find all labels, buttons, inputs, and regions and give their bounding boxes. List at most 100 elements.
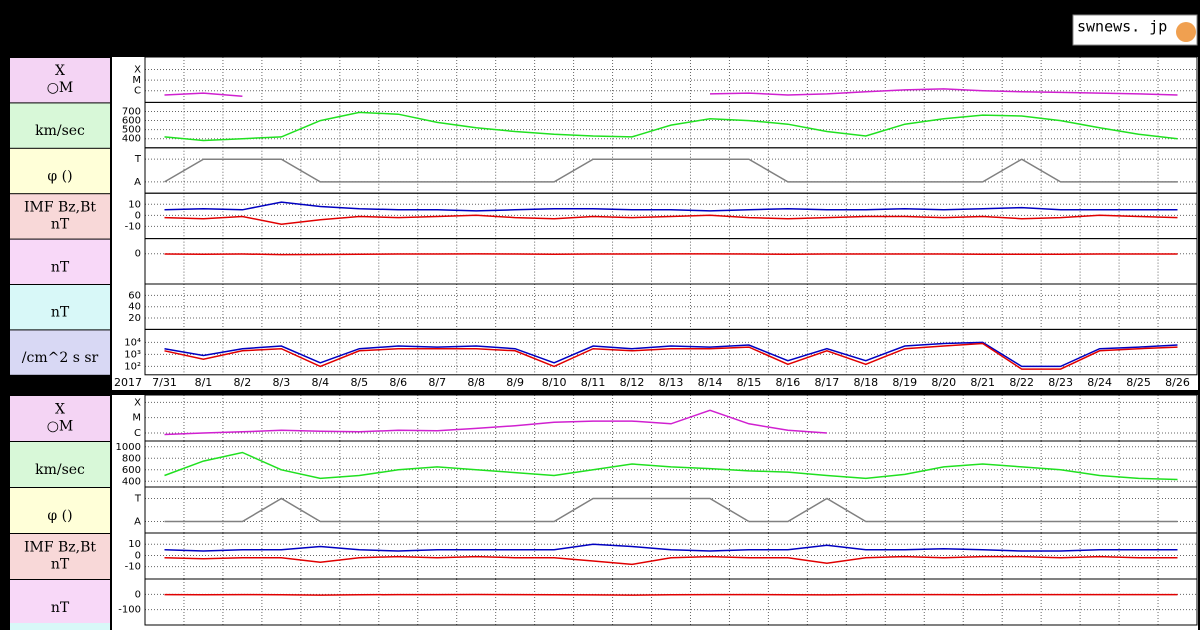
date-label: 8/14 — [698, 376, 723, 389]
y-tick-label: 800 — [122, 453, 141, 464]
label-cell — [10, 194, 110, 239]
date-label: 8/6 — [389, 376, 407, 389]
panel-label: nT — [51, 557, 70, 573]
panel-label: nT — [51, 305, 70, 321]
date-label: 8/18 — [853, 376, 878, 389]
date-label: 8/5 — [350, 376, 368, 389]
y-tick-label: 600 — [122, 116, 141, 127]
panel-label: km/sec — [35, 123, 85, 139]
date-label: 8/21 — [970, 376, 995, 389]
plot-background — [112, 395, 1198, 630]
date-label: 8/15 — [737, 376, 762, 389]
y-tick-label: 10⁴ — [124, 337, 141, 348]
label-cell — [10, 285, 110, 330]
series-line — [164, 214, 1178, 225]
label-cell — [10, 534, 110, 579]
y-tick-label: M — [132, 75, 141, 86]
y-tick-label: 600 — [122, 465, 141, 476]
date-label: 8/17 — [815, 376, 840, 389]
series-line — [164, 253, 1178, 256]
label-cell — [10, 623, 110, 630]
y-tick-label: 10 — [128, 539, 141, 550]
y-tick-label: 10² — [124, 361, 141, 372]
panel-label: /cm^2 s sr — [22, 350, 99, 366]
date-label: 8/4 — [311, 376, 329, 389]
y-tick-label: 10 — [128, 199, 141, 210]
y-tick-label: A — [134, 517, 141, 528]
y-tick-label: C — [134, 86, 141, 97]
logo[interactable]: swnews. jp — [1077, 18, 1167, 36]
label-cell — [10, 58, 110, 103]
panel-label: nT — [51, 259, 70, 275]
y-tick-label: -10 — [125, 221, 141, 232]
logo-mascot — [1176, 22, 1196, 42]
date-label: 8/1 — [195, 376, 213, 389]
y-tick-label: 10³ — [124, 349, 141, 360]
series-line — [164, 593, 1178, 596]
label-cell — [10, 239, 110, 284]
date-label: 8/20 — [931, 376, 956, 389]
label-cell — [10, 330, 110, 375]
series-line — [164, 341, 1178, 368]
series-line — [164, 88, 1178, 98]
label-cell — [10, 148, 110, 194]
panel-label: IMF Bz,Bt — [24, 199, 96, 215]
y-tick-label: X — [134, 64, 141, 75]
date-label: 8/13 — [659, 376, 684, 389]
series-line — [164, 158, 1178, 183]
series-line — [164, 111, 1178, 142]
y-tick-label: 40 — [128, 302, 141, 313]
date-label: 8/16 — [776, 376, 801, 389]
series-line — [164, 201, 1178, 212]
date-label: 8/2 — [234, 376, 252, 389]
y-tick-label: 500 — [122, 125, 141, 136]
y-tick-label: A — [134, 177, 141, 188]
y-tick-label: 1000 — [116, 442, 141, 453]
panel-label: nT — [51, 600, 70, 616]
panel-label: φ () — [47, 508, 72, 524]
y-tick-label: 0 — [135, 589, 141, 600]
y-tick-label: 0 — [135, 550, 141, 561]
date-label: 8/7 — [428, 376, 446, 389]
label-cell — [10, 442, 110, 487]
label-cell — [10, 488, 110, 533]
y-tick-label: M — [132, 413, 141, 424]
series-line — [164, 555, 1178, 566]
y-tick-label: 20 — [128, 313, 141, 324]
y-tick-label: X — [134, 397, 141, 408]
series-line — [164, 543, 1178, 552]
y-tick-label: 0 — [135, 210, 141, 221]
panel-label: ○M — [47, 80, 74, 96]
date-label: 8/9 — [506, 376, 524, 389]
panel-label: X — [55, 402, 65, 418]
date-label: 8/12 — [620, 376, 645, 389]
y-tick-label: 60 — [128, 290, 141, 301]
y-tick-label: -10 — [125, 562, 141, 573]
date-label: 8/23 — [1048, 376, 1073, 389]
y-tick-label: -100 — [118, 605, 141, 616]
label-cell — [10, 396, 110, 441]
date-label: 7/31 — [152, 376, 177, 389]
date-label: 8/25 — [1126, 376, 1151, 389]
y-tick-label: C — [134, 428, 141, 439]
y-tick-label: 400 — [122, 476, 141, 487]
year-label: 2017 — [114, 376, 142, 389]
panel-label: φ () — [47, 169, 72, 185]
series-line — [164, 451, 1178, 481]
date-label: 8/8 — [467, 376, 485, 389]
y-tick-label: T — [134, 494, 142, 505]
panel-frame — [144, 328, 1198, 376]
panel-label: X — [55, 63, 65, 79]
series-line — [164, 342, 1178, 370]
panel-label: ○M — [47, 419, 74, 435]
y-tick-label: 400 — [122, 134, 141, 145]
y-tick-label: 700 — [122, 106, 141, 117]
panel-frame — [144, 578, 1198, 626]
date-label: 8/11 — [581, 376, 606, 389]
date-label: 8/24 — [1087, 376, 1112, 389]
y-tick-label: T — [134, 154, 142, 165]
date-label: 8/19 — [892, 376, 917, 389]
label-cell — [10, 103, 110, 148]
date-label: 8/3 — [273, 376, 291, 389]
